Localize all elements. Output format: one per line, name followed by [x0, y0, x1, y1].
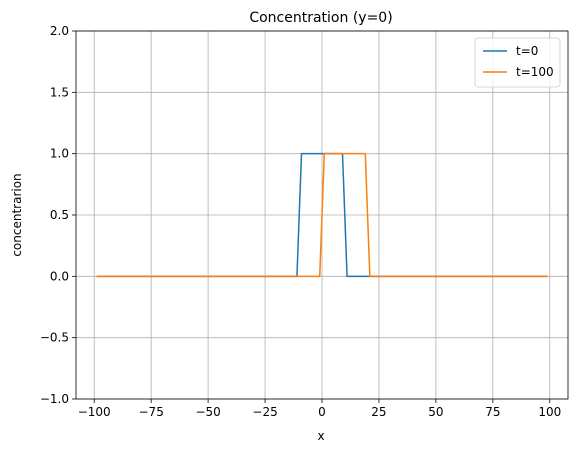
x-tick-label: 25	[371, 405, 386, 419]
x-ticks: −100 −75 −50 −25 0 25 50 75 100	[78, 399, 561, 419]
chart-title: Concentration (y=0)	[249, 10, 392, 26]
y-tick-label: 0.5	[50, 208, 69, 222]
series-line-2	[96, 152, 548, 278]
x-tick-label: −50	[195, 405, 220, 419]
y-tick-label: 0.0	[50, 269, 69, 283]
x-tick-label: −25	[252, 405, 277, 419]
legend-label: t=0	[516, 44, 538, 58]
series-group	[96, 152, 548, 278]
x-axis-label: x	[317, 429, 324, 443]
y-tick-label: 1.0	[50, 147, 69, 161]
x-tick-label: 100	[538, 405, 561, 419]
y-tick-label: 1.5	[50, 85, 69, 99]
x-tick-label: −100	[78, 405, 111, 419]
y-tick-label: −1.0	[40, 392, 69, 406]
y-tick-label: −0.5	[40, 331, 69, 345]
y-tick-label: 2.0	[50, 24, 69, 38]
x-tick-label: 50	[428, 405, 443, 419]
x-tick-label: 0	[318, 405, 326, 419]
y-axis-label: concentrarion	[10, 173, 24, 256]
x-tick-label: 75	[485, 405, 500, 419]
x-tick-label: −75	[139, 405, 164, 419]
legend: t=0 t=100	[474, 37, 561, 88]
legend-label: t=100	[516, 65, 554, 79]
y-ticks: −1.0 −0.5 0.0 0.5 1.0 1.5 2.0	[40, 24, 76, 406]
